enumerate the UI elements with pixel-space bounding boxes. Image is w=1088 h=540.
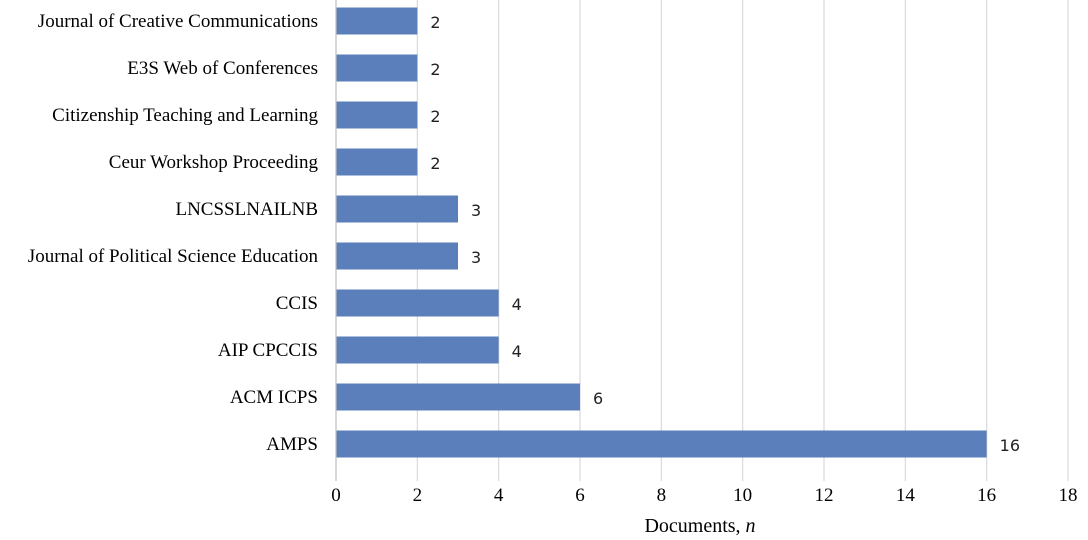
bar (336, 289, 499, 317)
category-label: AIP CPCCIS (218, 340, 318, 361)
bar (336, 430, 987, 458)
x-tick-label: 0 (331, 485, 341, 506)
category-labels: Journal of Creative Communications E3S We… (28, 11, 319, 455)
data-label: 6 (593, 389, 603, 408)
data-label: 2 (430, 107, 440, 126)
x-tick-label: 14 (896, 485, 916, 506)
category-label: LNCSSLNAILNB (175, 199, 318, 220)
category-label: AMPS (266, 434, 318, 455)
x-tick-label: 4 (494, 485, 504, 506)
x-tick-labels: 0 2 4 6 8 10 12 14 16 18 (331, 485, 1077, 506)
x-tick-label: 12 (815, 485, 834, 506)
bar (336, 242, 458, 270)
bar (336, 7, 418, 35)
x-tick-label: 10 (733, 485, 752, 506)
category-label: Ceur Workshop Proceeding (109, 152, 319, 173)
bar (336, 195, 458, 223)
data-label: 4 (512, 342, 522, 361)
category-label: Journal of Creative Communications (38, 11, 318, 32)
bar (336, 101, 418, 129)
data-label: 16 (1000, 436, 1020, 455)
bar (336, 336, 499, 364)
x-tick-label: 6 (575, 485, 585, 506)
data-label: 3 (471, 201, 481, 220)
data-label: 4 (512, 295, 522, 314)
data-labels: 2 2 2 2 3 3 4 4 6 16 (430, 13, 1020, 455)
bar (336, 383, 580, 411)
category-label: E3S Web of Conferences (127, 58, 318, 79)
x-tick-label: 8 (657, 485, 667, 506)
gridlines (416, 0, 1069, 481)
x-axis-title: Documents, n (644, 515, 755, 537)
data-label: 3 (471, 248, 481, 267)
x-tick-label: 2 (413, 485, 423, 506)
bar (336, 148, 418, 176)
x-tick-label: 18 (1059, 485, 1078, 506)
x-tick-label: 16 (977, 485, 996, 506)
data-label: 2 (430, 13, 440, 32)
bars (336, 7, 987, 458)
category-label: Journal of Political Science Education (28, 246, 319, 267)
category-label: Citizenship Teaching and Learning (52, 105, 318, 126)
data-label: 2 (430, 154, 440, 173)
category-label: ACM ICPS (230, 387, 318, 408)
category-label: CCIS (276, 293, 318, 314)
data-label: 2 (430, 60, 440, 79)
bar (336, 54, 418, 82)
